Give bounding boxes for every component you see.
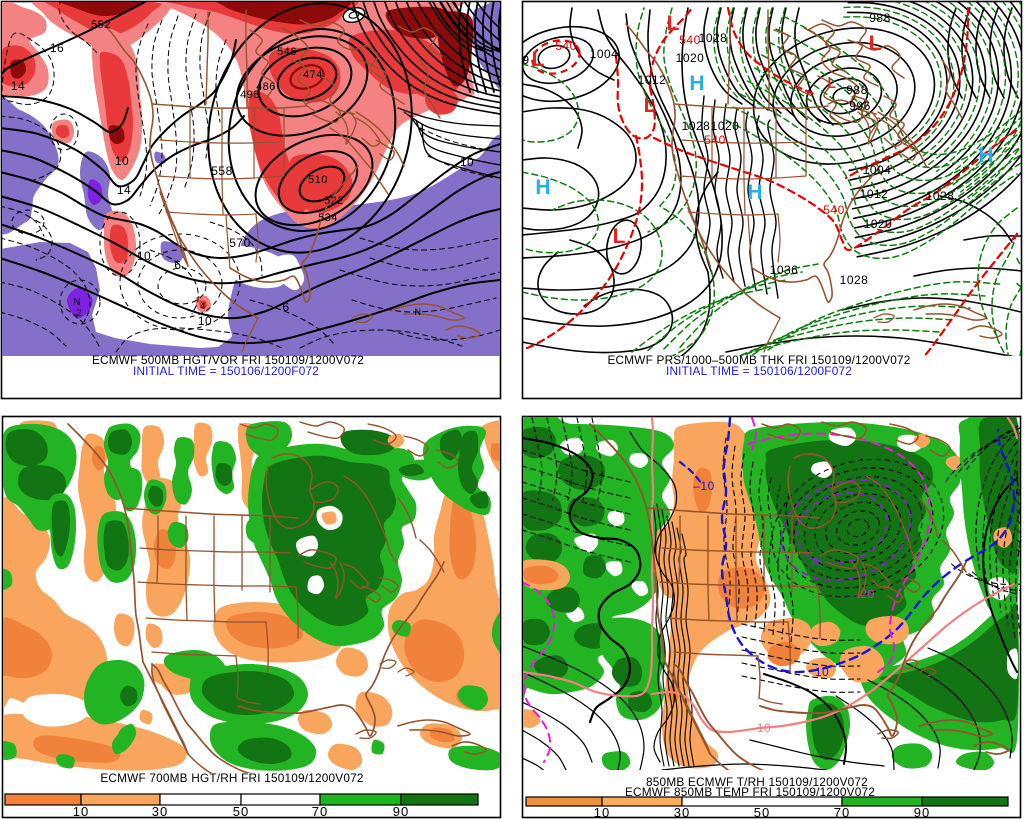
svg-text:1036: 1036 <box>770 263 799 277</box>
svg-text:1020: 1020 <box>711 119 740 133</box>
svg-text:14: 14 <box>117 183 131 197</box>
svg-text:1004: 1004 <box>863 163 892 177</box>
svg-text:14: 14 <box>11 79 25 93</box>
svg-text:L: L <box>644 94 657 117</box>
svg-text:10: 10 <box>815 665 829 679</box>
svg-text:10: 10 <box>594 805 610 819</box>
svg-text:10: 10 <box>137 249 151 263</box>
svg-text:10: 10 <box>460 155 474 169</box>
svg-text:486: 486 <box>256 81 276 93</box>
svg-text:90: 90 <box>914 805 930 819</box>
svg-text:1012: 1012 <box>860 187 889 201</box>
svg-text:988: 988 <box>846 83 868 97</box>
svg-text:1028: 1028 <box>840 273 869 287</box>
svg-text:–30: –30 <box>801 555 823 569</box>
svg-text:L: L <box>869 32 882 55</box>
svg-text:N: N <box>415 307 422 317</box>
svg-text:498: 498 <box>240 89 260 101</box>
svg-text:474: 474 <box>303 69 323 81</box>
svg-text:1020: 1020 <box>676 51 705 65</box>
svg-text:–10: –10 <box>693 479 715 493</box>
svg-text:1012: 1012 <box>638 73 667 87</box>
svg-text:1028: 1028 <box>682 119 711 133</box>
svg-text:510: 510 <box>308 174 328 186</box>
svg-text:ECMWF PRS/1000–500MB THK FRI 1: ECMWF PRS/1000–500MB THK FRI 150109/1200… <box>607 353 910 367</box>
svg-text:558: 558 <box>211 164 233 178</box>
svg-text:1028: 1028 <box>926 189 955 203</box>
svg-text:16: 16 <box>50 41 64 55</box>
svg-text:1028: 1028 <box>699 31 728 45</box>
svg-text:N: N <box>73 297 81 308</box>
svg-text:546: 546 <box>277 46 297 58</box>
svg-text:540: 540 <box>679 33 701 47</box>
svg-text:ECMWF 500MB HGT/VOR FRI 150109: ECMWF 500MB HGT/VOR FRI 150109/1200V072 <box>92 353 364 367</box>
svg-text:ECMWF 700MB HGT/RH FRI 150109/: ECMWF 700MB HGT/RH FRI 150109/1200V072 <box>100 771 363 785</box>
svg-text:10: 10 <box>115 154 129 168</box>
svg-text:10: 10 <box>757 721 771 735</box>
svg-text:L: L <box>613 225 626 248</box>
svg-text:H: H <box>978 144 993 167</box>
svg-text:10: 10 <box>73 804 89 819</box>
svg-text:6: 6 <box>282 300 289 314</box>
svg-text:30: 30 <box>152 804 168 819</box>
svg-text:H: H <box>689 72 704 95</box>
svg-text:70: 70 <box>834 805 850 819</box>
svg-text:570: 570 <box>229 236 251 250</box>
svg-text:H: H <box>535 176 550 199</box>
svg-text:L: L <box>827 75 836 91</box>
svg-text:540: 540 <box>555 39 577 53</box>
svg-text:534: 534 <box>318 212 338 224</box>
svg-text:L: L <box>532 48 545 71</box>
svg-text:50: 50 <box>754 805 770 819</box>
svg-text:540: 540 <box>704 133 726 147</box>
svg-text:10: 10 <box>198 314 212 328</box>
svg-text:850MB ECMWF T/RH 150109/1200V0: 850MB ECMWF T/RH 150109/1200V072 <box>646 775 868 789</box>
svg-text:2: 2 <box>76 308 82 319</box>
svg-text:4: 4 <box>200 301 206 312</box>
svg-text:1004: 1004 <box>590 47 619 61</box>
svg-text:988: 988 <box>869 11 891 25</box>
svg-text:552: 552 <box>91 19 111 31</box>
svg-text:522: 522 <box>324 195 344 207</box>
svg-text:50: 50 <box>233 804 249 819</box>
svg-text:L: L <box>667 12 680 35</box>
svg-text:70: 70 <box>312 804 328 819</box>
svg-text:1020: 1020 <box>864 217 893 231</box>
svg-text:90: 90 <box>393 804 409 819</box>
svg-text:INITIAL TIME = 150106/1200F072: INITIAL TIME = 150106/1200F072 <box>133 364 319 378</box>
svg-text:30: 30 <box>674 805 690 819</box>
svg-text:996: 996 <box>849 99 871 113</box>
svg-text:INITIAL TIME = 150106/1200F072: INITIAL TIME = 150106/1200F072 <box>666 364 852 378</box>
svg-text:ECMWF 850MB TEMP FRI 150109/12: ECMWF 850MB TEMP FRI 150109/1200V072 <box>625 785 875 799</box>
svg-text:540: 540 <box>823 203 845 217</box>
svg-text:6: 6 <box>174 258 181 272</box>
svg-text:H: H <box>747 181 762 204</box>
svg-text:9: 9 <box>522 53 529 67</box>
